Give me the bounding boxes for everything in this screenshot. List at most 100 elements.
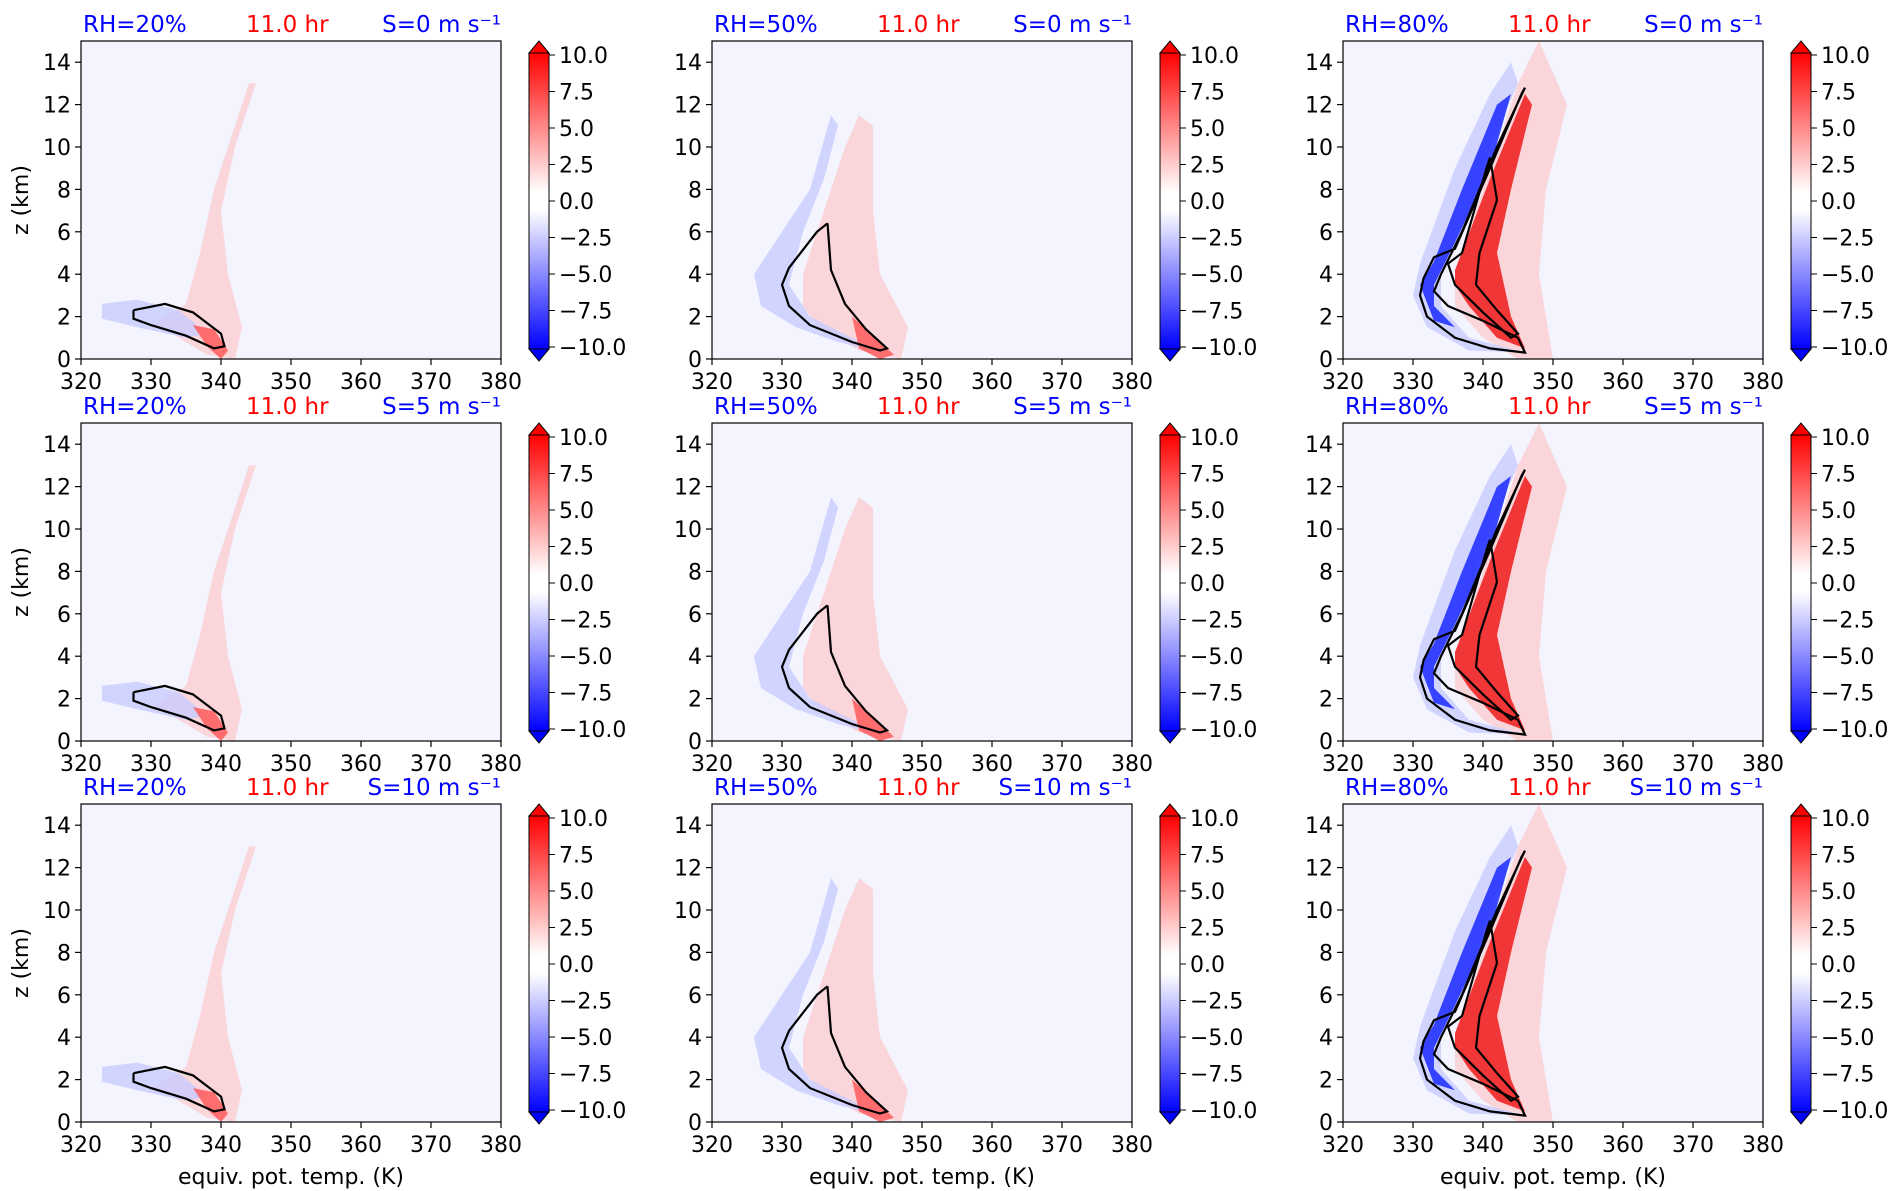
y-tick-label: 0 [688,348,702,373]
colorbar: 10.0 7.5 5.0 2.5 0.0 −2.5 −5.0 −7.5 −10.0 [1789,422,1888,744]
positive-anomaly-core [1455,857,1532,1112]
x-tick-label: 320 [60,1133,102,1158]
y-tick-label: 2 [57,1069,71,1094]
colorbar-tick-label: −7.5 [1821,682,1874,707]
colorbar-tick-label: 0.0 [1821,572,1856,597]
x-tick-label: 380 [1111,752,1153,777]
colorbar-tick-label: 5.0 [559,117,594,142]
time-label: 11.0 hr [877,775,960,801]
colorbar-tick-label: −7.5 [559,300,612,325]
x-tick-label: 320 [691,752,733,777]
x-axis-label: equiv. pot. temp. (K) [809,1165,1035,1190]
x-tick-label: 340 [1462,370,1504,395]
y-tick-label: 14 [1305,51,1333,76]
y-tick-label: 0 [1319,1111,1333,1136]
y-tick-label: 6 [1319,603,1333,628]
x-tick-label: 380 [1742,370,1784,395]
y-tick-label: 10 [43,899,71,924]
colorbar-tick-label: 0.0 [559,572,594,597]
colorbar-tick-label: 2.5 [1190,536,1225,561]
x-tick-label: 330 [130,1133,172,1158]
y-tick-label: 6 [688,221,702,246]
colorbar-tick-label: 5.0 [1190,117,1225,142]
positive-anomaly-core [193,1088,228,1122]
y-axis-label: z (km) [9,547,34,617]
contour-line [1418,469,1527,736]
contour-line [1418,850,1527,1117]
colorbar-extend-min [527,348,551,362]
shear-label: S=5 m s⁻¹ [1644,394,1763,420]
colorbar-tick-label: 7.5 [1190,81,1225,106]
y-tick-label: 6 [688,984,702,1009]
rh-label: RH=80% [1345,775,1449,801]
y-tick-label: 2 [688,1069,702,1094]
y-tick-label: 6 [688,603,702,628]
y-tick-label: 10 [674,518,702,543]
rh-label: RH=50% [714,12,818,38]
colorbar-tick-label: −2.5 [1821,227,1874,252]
colorbar-tick-label: 5.0 [1190,499,1225,524]
y-tick-label: 4 [688,263,702,288]
colorbar-tick-label: −7.5 [559,682,612,707]
y-tick-label: 2 [688,306,702,331]
panel: 320 330 340 350 360 370 380 0 2 4 6 8 10 12 14 RH=20% 11… [9,394,626,777]
colorbar-tick-label: −2.5 [1821,609,1874,634]
rh-label: RH=80% [1345,394,1449,420]
colorbar-tick-label: 5.0 [559,499,594,524]
colorbar-tick-label: 7.5 [1190,844,1225,869]
x-tick-label: 340 [1462,752,1504,777]
y-tick-label: 8 [57,560,71,585]
panel: 320 330 340 350 360 370 380 0 2 4 6 8 10 12 14 RH=50% 11… [674,12,1257,395]
x-tick-label: 350 [1532,752,1574,777]
y-tick-label: 6 [57,603,71,628]
y-tick-label: 14 [1305,433,1333,458]
colorbar-tick-label: 10.0 [559,44,608,69]
y-axis-label: z (km) [9,165,34,235]
colorbar-tick-label: 0.0 [1190,953,1225,978]
colorbar-tick-label: 7.5 [559,81,594,106]
x-tick-label: 320 [691,1133,733,1158]
colorbar-tick-label: 5.0 [1821,499,1856,524]
y-tick-label: 2 [1319,306,1333,331]
colorbar-extend-max [1158,40,1182,54]
colorbar-tick-label: −2.5 [1190,609,1243,634]
y-tick-label: 4 [1319,645,1333,670]
x-tick-label: 370 [1672,370,1714,395]
y-tick-label: 6 [57,984,71,1009]
colorbar: 10.0 7.5 5.0 2.5 0.0 −2.5 −5.0 −7.5 −10.0 [1789,40,1888,362]
colorbar-tick-label: −10.0 [1190,718,1257,743]
time-label: 11.0 hr [1508,775,1591,801]
x-tick-label: 340 [1462,1133,1504,1158]
colorbar-tick-label: 0.0 [1190,190,1225,215]
y-tick-label: 6 [1319,984,1333,1009]
colorbar-tick-label: 2.5 [1821,917,1856,942]
negative-anomaly-region [102,681,207,720]
colorbar-tick-label: −10.0 [559,336,626,361]
colorbar-tick-label: 7.5 [1821,81,1856,106]
time-label: 11.0 hr [1508,394,1591,420]
y-tick-label: 8 [688,560,702,585]
colorbar-body [1790,434,1812,732]
colorbar-tick-label: 10.0 [559,807,608,832]
colorbar-tick-label: 0.0 [1821,953,1856,978]
x-tick-label: 330 [1392,752,1434,777]
colorbar-extend-max [527,803,551,817]
x-tick-label: 380 [1111,1133,1153,1158]
colorbar-extend-max [1789,803,1813,817]
x-tick-label: 330 [130,752,172,777]
positive-anomaly-core [193,325,228,359]
x-tick-label: 360 [340,1133,382,1158]
y-axis-label: z (km) [9,928,34,998]
colorbar-tick-label: −2.5 [1190,227,1243,252]
x-tick-label: 350 [901,752,943,777]
y-tick-label: 12 [674,857,702,882]
colorbar-tick-label: −5.0 [559,645,612,670]
y-tick-label: 12 [1305,857,1333,882]
colorbar-tick-label: −7.5 [1821,1063,1874,1088]
x-tick-label: 370 [1041,752,1083,777]
colorbar-tick-label: 7.5 [559,463,594,488]
y-tick-label: 8 [57,178,71,203]
colorbar-tick-label: −10.0 [559,1099,626,1124]
y-tick-label: 10 [1305,136,1333,161]
colorbar-tick-label: 5.0 [1190,880,1225,905]
